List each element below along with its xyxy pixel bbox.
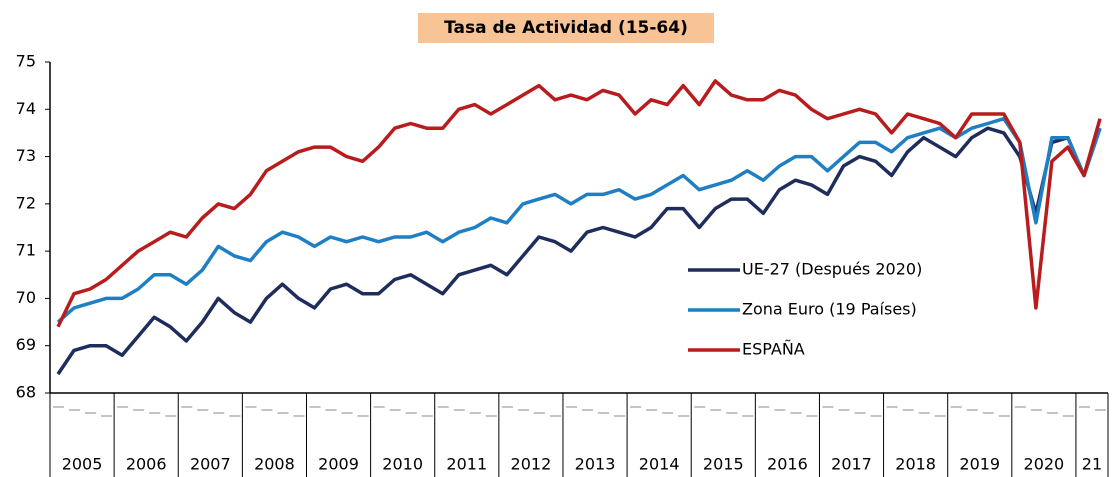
x-group-label: 2018 [895,455,936,474]
legend-label: UE-27 (Después 2020) [742,260,922,279]
series-line [56,126,1102,376]
y-tick-label: 72 [16,193,36,212]
x-group-label: 2019 [959,455,1000,474]
x-group-label: 2005 [62,455,103,474]
x-group-label: 2014 [639,455,680,474]
x-group-label: 2007 [190,455,231,474]
series-line [56,79,1102,328]
x-group-label: 2015 [703,455,744,474]
chart-title: Tasa de Actividad (15-64) [444,18,688,38]
legend-label: ESPAÑA [742,340,805,359]
x-group-label: 2013 [575,455,616,474]
y-tick-label: 75 [16,52,36,71]
y-tick-label: 70 [16,288,36,307]
x-group-label: 2009 [318,455,359,474]
x-group-label: 2011 [446,455,487,474]
x-group-label: 2010 [382,455,423,474]
x-group-label: 2006 [126,455,167,474]
x-group-label: 2016 [767,455,808,474]
y-tick-label: 73 [16,146,36,165]
x-group-label: 2008 [254,455,295,474]
series-line [56,116,1102,324]
x-group-label: 21 [1082,455,1102,474]
y-tick-label: 74 [16,99,36,118]
y-tick-label: 69 [16,335,36,354]
x-group-label: 2012 [511,455,552,474]
legend-label: Zona Euro (19 Países) [742,300,917,319]
x-group-label: 2020 [1024,455,1065,474]
title-box [418,13,714,43]
y-tick-label: 71 [16,241,36,260]
y-tick-label: 68 [16,383,36,402]
x-group-label: 2017 [831,455,872,474]
